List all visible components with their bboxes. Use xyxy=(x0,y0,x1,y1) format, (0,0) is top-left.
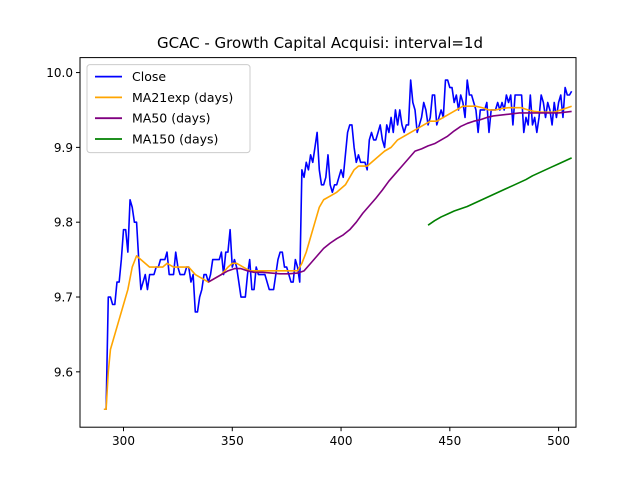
legend-label-2: MA50 (days) xyxy=(132,111,210,126)
series-line-2 xyxy=(207,110,572,283)
legend-label-3: MA150 (days) xyxy=(132,132,218,147)
legend-label-1: MA21exp (days) xyxy=(132,90,233,105)
x-tick-label: 400 xyxy=(330,434,353,448)
y-tick-label: 9.6 xyxy=(54,365,73,379)
plot-frame xyxy=(79,57,577,428)
x-tick-label: 300 xyxy=(112,434,135,448)
series-line-1 xyxy=(103,105,572,411)
x-tick-label: 350 xyxy=(221,434,244,448)
y-tick-label: 9.9 xyxy=(54,141,73,155)
chart-title: GCAC - Growth Capital Acquisi: interval=… xyxy=(157,34,483,52)
y-tick-label: 10.0 xyxy=(46,66,73,80)
x-tick-label: 500 xyxy=(547,434,570,448)
y-axis: 9.6 9.7 9.8 9.9 10.0 xyxy=(46,66,80,379)
legend-box xyxy=(86,64,251,154)
x-axis: 300 350 400 450 500 xyxy=(112,427,570,448)
y-tick-label: 9.8 xyxy=(54,216,73,230)
y-tick-label: 9.7 xyxy=(54,291,73,305)
legend-label-0: Close xyxy=(132,69,166,84)
legend: Close MA21exp (days) MA50 (days) MA150 (day… xyxy=(86,64,251,154)
x-tick-label: 450 xyxy=(438,434,461,448)
series-line-3 xyxy=(427,157,572,226)
series-layer xyxy=(103,79,573,411)
